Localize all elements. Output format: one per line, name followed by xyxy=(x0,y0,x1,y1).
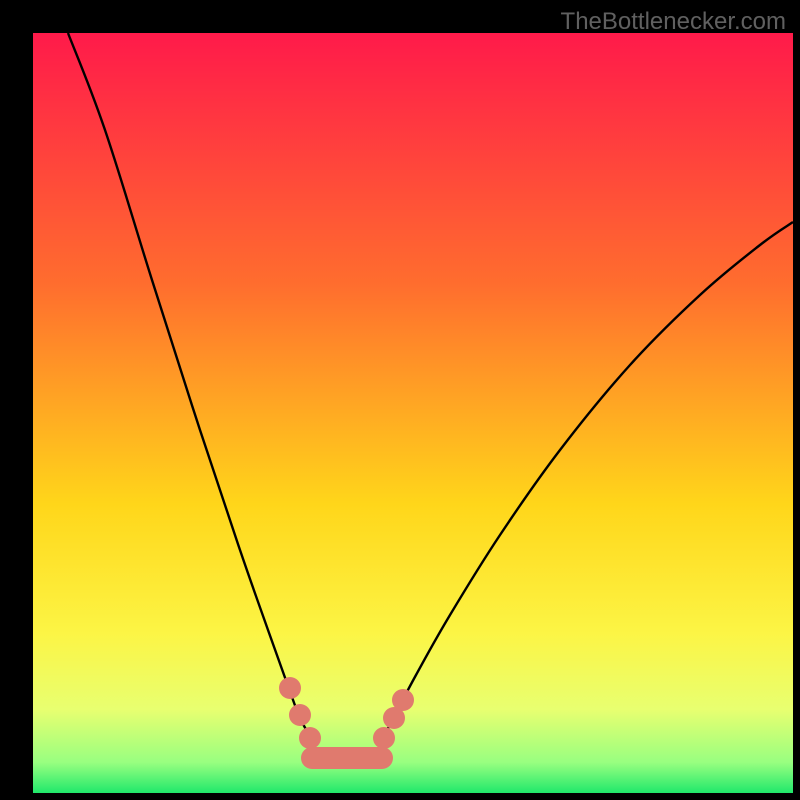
curve-marker xyxy=(289,704,311,726)
trough-bar xyxy=(301,747,393,769)
bottleneck-curve xyxy=(0,0,800,800)
curve-marker xyxy=(392,689,414,711)
curve-marker xyxy=(299,727,321,749)
curve-path xyxy=(68,33,793,760)
curve-marker xyxy=(373,727,395,749)
curve-marker xyxy=(279,677,301,699)
